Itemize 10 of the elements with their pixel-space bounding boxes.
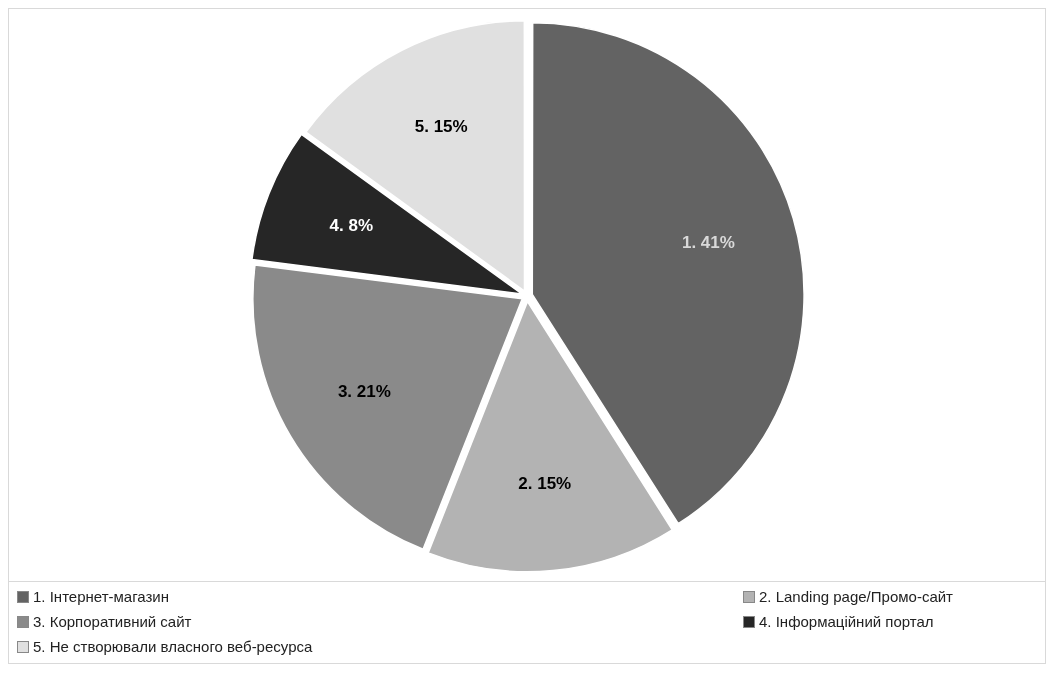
- legend-label: 2. Landing page/Промо-сайт: [759, 588, 953, 605]
- data-label: 4. 8%: [329, 216, 374, 236]
- legend-label: 5. Не створювали власного веб-ресурса: [33, 638, 313, 655]
- legend-label: 1. Інтернет-магазин: [33, 588, 170, 605]
- data-label: 5. 15%: [414, 117, 468, 137]
- legend-label: 4. Інформаційний портал: [759, 613, 934, 630]
- legend-label: 3. Корпоративний сайт: [33, 613, 192, 630]
- data-label: 1. 41%: [681, 232, 735, 252]
- data-label: 3. 21%: [337, 381, 391, 401]
- data-label: 2. 15%: [518, 473, 572, 493]
